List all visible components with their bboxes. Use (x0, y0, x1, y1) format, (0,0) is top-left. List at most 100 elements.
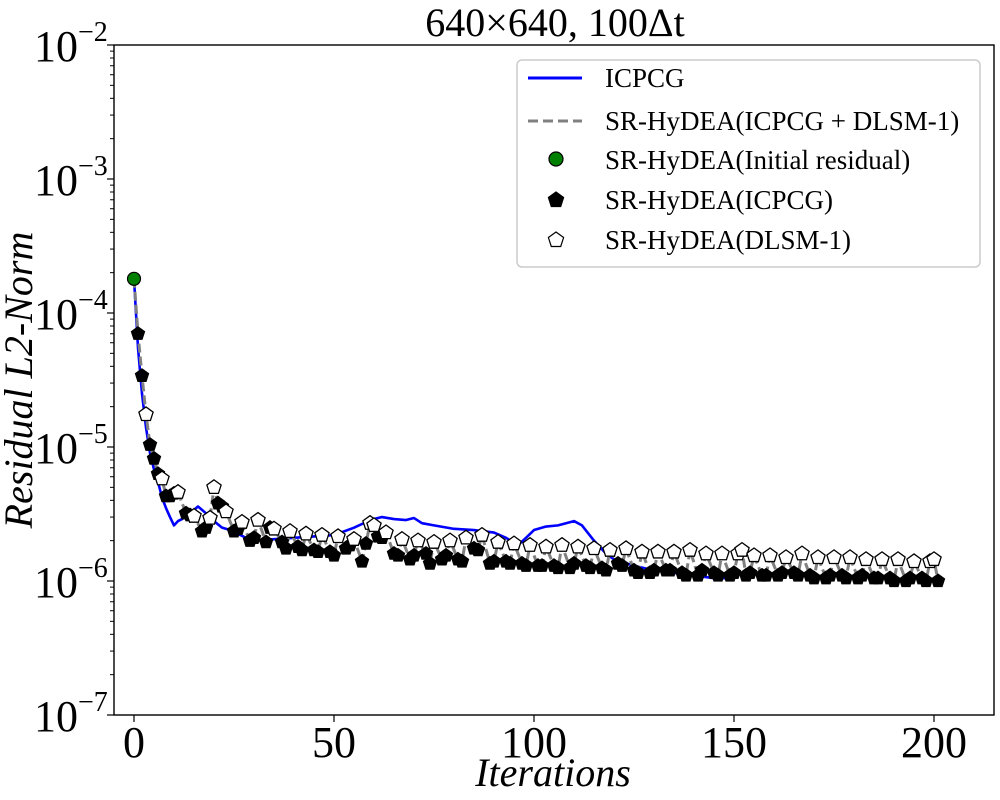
icpcg-point (854, 567, 870, 582)
x-tick-label: 150 (701, 718, 767, 767)
icpcg-point (726, 565, 742, 580)
dlsm-point (586, 540, 602, 556)
icpcg-point (710, 567, 726, 582)
initial-residual-point (126, 271, 142, 286)
dlsm-point (426, 533, 442, 549)
dlsm-point (794, 545, 810, 561)
icpcg-point (758, 567, 774, 582)
dlsm-point (714, 545, 730, 561)
icpcg-point (918, 573, 934, 588)
dlsm-point (906, 553, 922, 569)
x-tick-label: 100 (501, 718, 567, 767)
legend-box (516, 59, 981, 268)
legend-icpcg-label: ICPCG (605, 63, 685, 93)
dlsm-point (154, 470, 170, 486)
legend: ICPCG SR-HyDEA(ICPCG + DLSM-1) SR-HyDEA(… (516, 59, 981, 268)
legend-combined-label: SR-HyDEA(ICPCG + DLSM-1) (605, 106, 959, 136)
dlsm-point (266, 520, 282, 536)
dlsm-point (890, 551, 906, 567)
dlsm-point (538, 538, 554, 554)
icpcg-point (486, 553, 502, 568)
dlsm-point (346, 530, 362, 546)
icpcg-point (630, 565, 646, 580)
icpcg-point (310, 544, 326, 559)
dlsm-point (778, 549, 794, 565)
icpcg-point (598, 562, 614, 577)
dlsm-point (926, 551, 942, 567)
icpcg-point (438, 547, 454, 562)
dlsm-point (842, 549, 858, 565)
legend-dlsm-label: SR-HyDEA(DLSM-1) (605, 225, 851, 255)
icpcg-point (454, 553, 470, 568)
dlsm-point (602, 541, 618, 557)
dlsm-point (250, 511, 266, 527)
dlsm-point (618, 540, 634, 556)
icpcg-point (246, 530, 262, 544)
dlsm-point (522, 536, 538, 552)
dlsm-point (682, 541, 698, 557)
icpcg-point (742, 565, 758, 580)
dlsm-point (874, 551, 890, 567)
dlsm-point (458, 529, 474, 545)
dlsm-point (298, 525, 314, 541)
icpcg-point (838, 570, 854, 585)
dlsm-point (442, 532, 458, 548)
dlsm-point (650, 543, 666, 559)
legend-initial-residual-marker (548, 151, 564, 167)
dlsm-point (314, 526, 330, 542)
legend-dlsm-pentagon-marker (547, 231, 565, 248)
dlsm-point (826, 549, 842, 565)
dlsm-point (506, 535, 522, 551)
x-tick-label: 200 (901, 718, 967, 767)
icpcg-point (662, 562, 678, 577)
icpcg-point (902, 570, 918, 585)
dlsm-point (666, 543, 682, 559)
icpcg-point (678, 567, 694, 582)
dlsm-point (634, 543, 650, 559)
icpcg-point (502, 555, 518, 570)
icpcg-point (582, 560, 598, 575)
icpcg-point (534, 558, 550, 572)
icpcg-point (130, 326, 146, 340)
icpcg-point (146, 450, 162, 465)
dlsm-point (378, 524, 394, 540)
dlsm-point (698, 545, 714, 561)
x-tick-label: 0 (123, 718, 145, 767)
icpcg-point (390, 547, 406, 562)
icpcg-point (326, 547, 342, 562)
y-tick-label: 10−7 (34, 687, 108, 741)
dlsm-point (810, 549, 826, 565)
icpcg-point (518, 558, 534, 572)
dlsm-point (330, 528, 346, 544)
dlsm-point (554, 536, 570, 552)
icpcg-point (142, 437, 158, 451)
dlsm-point (490, 533, 506, 549)
icpcg-point (790, 567, 806, 582)
dlsm-point (746, 547, 762, 563)
dlsm-point (858, 551, 874, 567)
plot-area (126, 271, 946, 588)
dlsm-point (206, 479, 222, 495)
icpcg-point (694, 562, 710, 577)
dlsm-point (366, 517, 382, 533)
dlsm-point (186, 507, 202, 523)
icpcg-point (774, 565, 790, 580)
icpcg-point (470, 542, 486, 557)
icpcg-point (646, 562, 662, 577)
plot-frame (113, 44, 995, 716)
icpcg-point (614, 558, 630, 572)
dlsm-point (282, 522, 298, 538)
icpcg-point (294, 542, 310, 557)
dlsm-point (138, 406, 154, 422)
icpcg-point (886, 573, 902, 588)
icpcg-point (550, 560, 566, 575)
dlsm-point (570, 538, 586, 554)
x-tick-label: 50 (312, 718, 356, 767)
x-axis-title: Iterations (474, 750, 631, 795)
y-axis-title: Residual L2-Norm (0, 232, 41, 530)
icpcg-point (134, 368, 150, 382)
dlsm-point (218, 503, 234, 519)
icpcg-point (354, 553, 370, 568)
icpcg-point (258, 534, 274, 549)
